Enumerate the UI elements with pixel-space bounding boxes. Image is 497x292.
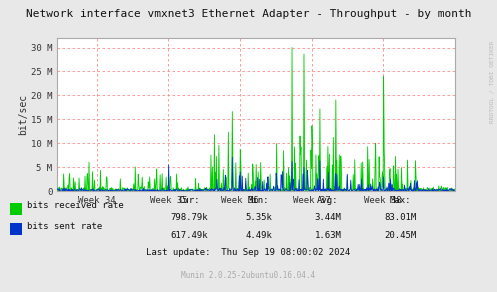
Text: 4.49k: 4.49k <box>245 231 272 239</box>
Text: Avg:: Avg: <box>317 196 339 204</box>
Text: 5.35k: 5.35k <box>245 213 272 222</box>
Text: Network interface vmxnet3 Ethernet Adapter - Throughput - by month: Network interface vmxnet3 Ethernet Adapt… <box>26 9 471 19</box>
Text: bits sent rate: bits sent rate <box>27 222 102 231</box>
Text: Min:: Min: <box>248 196 269 204</box>
Y-axis label: bit/sec: bit/sec <box>18 94 28 135</box>
Text: Munin 2.0.25-2ubuntu0.16.04.4: Munin 2.0.25-2ubuntu0.16.04.4 <box>181 272 316 280</box>
Text: bits received rate: bits received rate <box>27 201 124 210</box>
Text: 3.44M: 3.44M <box>315 213 341 222</box>
Text: 83.01M: 83.01M <box>384 213 416 222</box>
Text: 1.63M: 1.63M <box>315 231 341 239</box>
Text: Last update:  Thu Sep 19 08:00:02 2024: Last update: Thu Sep 19 08:00:02 2024 <box>147 248 350 257</box>
Text: Cur:: Cur: <box>178 196 200 204</box>
Text: Max:: Max: <box>389 196 411 204</box>
Text: 798.79k: 798.79k <box>170 213 208 222</box>
Text: RRDTOOL / TOBI OETIKER: RRDTOOL / TOBI OETIKER <box>490 41 495 123</box>
Text: 20.45M: 20.45M <box>384 231 416 239</box>
Text: 617.49k: 617.49k <box>170 231 208 239</box>
